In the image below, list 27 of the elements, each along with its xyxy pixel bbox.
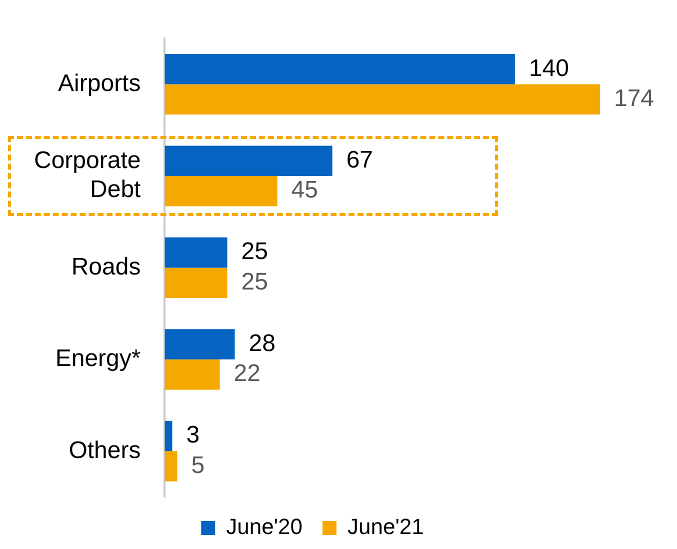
y-tick-label: Energy*	[55, 345, 141, 372]
data-label: 45	[291, 176, 318, 204]
bar	[164, 54, 515, 84]
data-label: 25	[241, 238, 268, 266]
y-tick-label: Others	[68, 436, 141, 464]
bar	[164, 176, 278, 206]
bar	[164, 420, 172, 452]
data-label: 22	[234, 360, 260, 388]
legend-label: June'20	[226, 514, 303, 540]
y-tick-label: Corporate Debt	[34, 147, 142, 204]
bar	[164, 268, 228, 298]
bar	[164, 146, 332, 176]
y-tick-label: Airports	[58, 70, 141, 97]
bar	[164, 84, 600, 115]
data-label: 25	[241, 268, 268, 296]
data-label: 5	[191, 452, 205, 479]
data-label: 174	[614, 85, 654, 112]
data-label: 3	[186, 422, 200, 449]
y-tick-label: Roads	[71, 253, 141, 280]
data-label: 67	[346, 146, 374, 174]
bar	[164, 359, 220, 390]
bar	[164, 451, 178, 482]
data-label: 28	[248, 330, 276, 357]
bar	[164, 329, 235, 360]
legend-label: June'21	[348, 514, 424, 540]
data-label: 140	[528, 54, 569, 82]
bar	[164, 237, 228, 268]
